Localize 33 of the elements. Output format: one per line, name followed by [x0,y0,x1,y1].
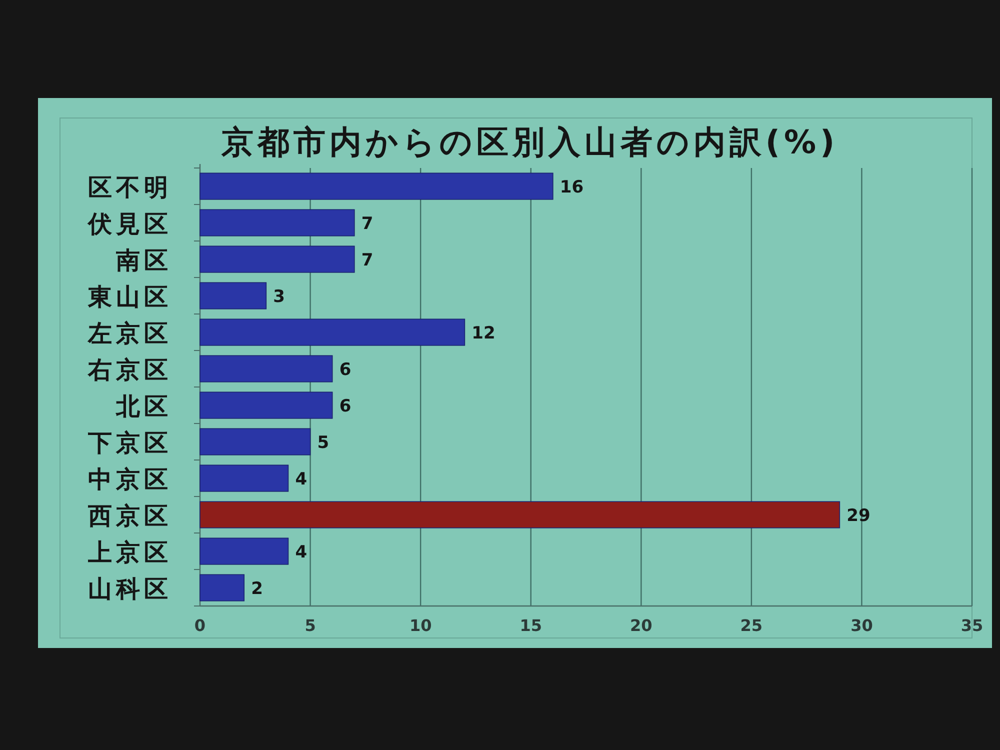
title: 京都市内からの区別入山者の内訳(%) [221,123,839,161]
y-tick-label: 下京区 [88,428,172,457]
data-label: 12 [472,323,496,344]
x-tick-label: 20 [630,616,652,635]
y-tick-label: 南区 [116,246,172,274]
data-label: 16 [560,177,584,198]
y-tick-label: 東山区 [88,282,172,311]
data-label: 29 [846,506,870,526]
y-tick-label: 区不明 [88,173,172,202]
data-label: 6 [339,360,352,380]
data-label: 6 [339,396,352,416]
y-tick-label: 左京区 [88,319,172,348]
y-tick-label: 中京区 [88,465,172,494]
y-tick-label: 上京区 [88,538,172,566]
data-label: 7 [361,250,374,270]
x-tick-label: 25 [740,616,763,635]
data-label: 4 [295,469,308,490]
x-tick-label: 0 [194,616,206,635]
data-label: 7 [361,214,374,234]
x-tick-label: 5 [304,616,316,635]
y-tick-label: 山科区 [88,574,172,603]
data-label: 5 [317,432,330,453]
x-tick-label: 15 [520,616,542,635]
data-label: 4 [295,542,308,562]
x-tick-label: 35 [960,616,984,635]
data-label: 3 [273,286,286,307]
y-tick-label: 伏見区 [88,210,172,238]
x-tick-label: 30 [850,616,873,635]
y-tick-label: 西京区 [88,502,172,530]
y-tick-label: 北区 [116,392,172,420]
data-label: 2 [251,578,263,599]
x-tick-label: 10 [409,616,432,635]
y-tick-label: 右京区 [88,356,172,384]
